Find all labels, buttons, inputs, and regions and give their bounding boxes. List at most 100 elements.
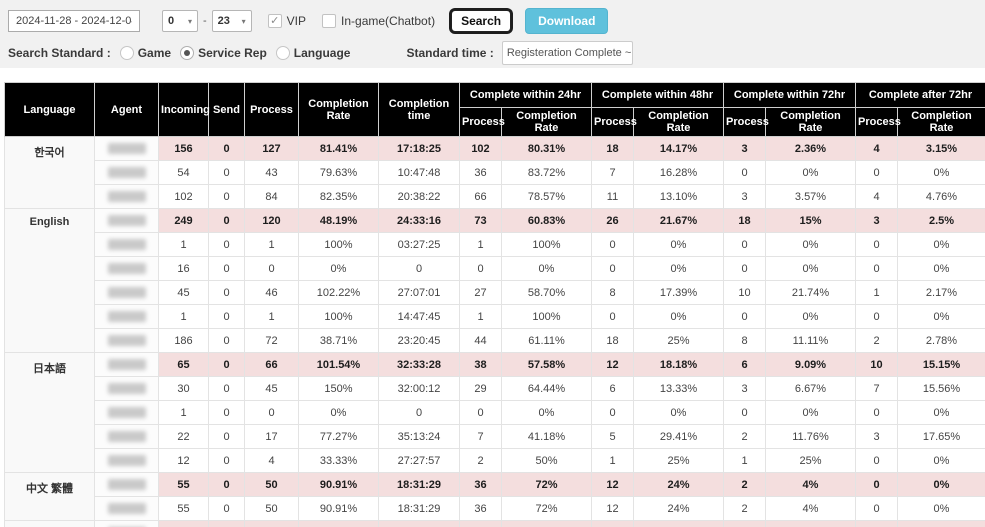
- data-cell: 7: [855, 376, 898, 401]
- data-cell: 61.11%: [501, 328, 592, 353]
- radio-off-icon[interactable]: [119, 46, 134, 60]
- data-cell: 24%: [633, 496, 724, 521]
- data-cell: 3.57%: [765, 184, 856, 209]
- data-cell: 8: [723, 328, 766, 353]
- data-cell: 0: [855, 496, 898, 521]
- data-cell: 55: [158, 496, 209, 521]
- radio-off-icon[interactable]: [275, 46, 290, 60]
- data-cell: 73: [459, 208, 502, 233]
- language-cell: 日本語: [4, 352, 95, 473]
- language-cell: 中文 繁體: [4, 472, 95, 521]
- hour-from-select[interactable]: 0 ▾: [162, 10, 198, 32]
- data-cell: 0: [855, 160, 898, 185]
- data-cell: [723, 520, 766, 527]
- data-cell: 0: [723, 400, 766, 425]
- group-header-complete-within-24hr: Complete within 24hr: [459, 82, 592, 108]
- data-cell: 41.18%: [501, 424, 592, 449]
- data-cell: 9.09%: [765, 352, 856, 377]
- data-cell: 102: [459, 136, 502, 161]
- agent-cell: [94, 520, 159, 527]
- language-cell: [4, 520, 95, 527]
- data-cell: 0%: [501, 400, 592, 425]
- search-button[interactable]: Search: [451, 10, 512, 32]
- agent-cell: [94, 208, 159, 233]
- data-cell: 0%: [298, 256, 379, 281]
- data-cell: 27:07:01: [378, 280, 460, 305]
- data-cell: 6.67%: [765, 376, 856, 401]
- data-cell: 24:33:16: [378, 208, 460, 233]
- data-cell: 15.56%: [897, 376, 985, 401]
- radio-language-label: Language: [293, 46, 351, 60]
- radio-language[interactable]: Language: [275, 46, 351, 60]
- checkbox-checked-icon[interactable]: ✓: [267, 14, 282, 28]
- agent-cell: [94, 304, 159, 329]
- radio-game[interactable]: Game: [119, 46, 171, 60]
- data-cell: 0%: [633, 256, 724, 281]
- data-cell: 0%: [765, 160, 856, 185]
- standard-time-label: Standard time :: [406, 46, 494, 60]
- data-cell: 18: [591, 328, 634, 353]
- table-row: English 249 0 120 48.19% 24:33:16 73 60.83% 26 21…: [4, 208, 985, 353]
- ingame-chatbot-label: In-game(Chatbot): [341, 14, 436, 28]
- col-header-completion-time: Completion time: [378, 82, 460, 137]
- data-cell: 150%: [298, 376, 379, 401]
- data-cell: 45: [158, 280, 209, 305]
- table-row: 102 0 84 82.35% 20:38:22 66 78.57% 11 13.10% 3 3.5…: [5, 184, 985, 209]
- data-cell: 3: [723, 136, 766, 161]
- data-cell: 1: [158, 232, 209, 257]
- data-cell: 0%: [897, 160, 985, 185]
- table-row: 한국어 156 0 127 81.41% 17:18:25 102 80.31% 18 14.17…: [4, 136, 985, 209]
- table-row: 1 0 0 0% 0 0 0% 0 0% 0 0% 0 0%: [5, 400, 985, 425]
- data-cell: [855, 520, 898, 527]
- radio-service-rep[interactable]: Service Rep: [180, 46, 267, 60]
- sub-header-complete-after-72hr-completion-rate: Completion Rate: [897, 107, 985, 137]
- data-cell: 25%: [765, 448, 856, 473]
- checkbox-unchecked-icon[interactable]: [322, 14, 337, 28]
- radio-on-icon[interactable]: [180, 46, 195, 60]
- data-cell: 25%: [633, 448, 724, 473]
- data-cell: 0: [855, 448, 898, 473]
- data-cell: 2.78%: [897, 328, 985, 353]
- sub-header-complete-within-24hr-completion-rate: Completion Rate: [501, 107, 592, 137]
- language-cell: English: [4, 208, 95, 353]
- col-header-process: Process: [244, 82, 299, 137]
- data-cell: [298, 520, 379, 527]
- data-cell: 2: [723, 472, 766, 497]
- data-cell: 0%: [633, 232, 724, 257]
- agent-cell: [94, 328, 159, 353]
- ingame-chatbot-checkbox[interactable]: In-game(Chatbot): [322, 14, 435, 28]
- data-cell: 1: [459, 304, 502, 329]
- agent-cell: [94, 256, 159, 281]
- data-cell: 15%: [765, 208, 856, 233]
- data-cell: 0%: [298, 400, 379, 425]
- agent-name-redacted: [107, 455, 146, 466]
- data-cell: 0: [591, 232, 634, 257]
- data-cell: [897, 520, 985, 527]
- data-cell: 27:27:57: [378, 448, 460, 473]
- data-cell: 16.28%: [633, 160, 724, 185]
- data-cell: 0: [723, 160, 766, 185]
- data-cell: 0: [723, 304, 766, 329]
- data-cell: 2: [723, 424, 766, 449]
- standard-time-select[interactable]: Registeration Complete ~ Cer: [501, 41, 633, 65]
- data-cell: 15.15%: [897, 352, 985, 377]
- data-cell: [501, 520, 592, 527]
- data-cell: 10: [855, 352, 898, 377]
- sub-header-complete-within-72hr-process: Process: [723, 107, 769, 137]
- date-range-input[interactable]: [8, 10, 140, 32]
- agent-name-redacted: [107, 239, 146, 250]
- data-cell: 12: [591, 472, 634, 497]
- hour-range-dash: -: [203, 15, 207, 27]
- table-row: 12 0 4 33.33% 27:27:57 2 50% 1 25% 1 25% 0 0%: [5, 448, 985, 473]
- vip-checkbox[interactable]: ✓ VIP: [267, 14, 306, 28]
- download-button[interactable]: Download: [525, 8, 609, 34]
- data-cell: 0: [208, 304, 245, 329]
- hour-to-value: 23: [217, 15, 230, 27]
- group-header-complete-within-48hr: Complete within 48hr: [591, 82, 724, 108]
- hour-to-select[interactable]: 23 ▾: [211, 10, 252, 32]
- chevron-down-icon: ▾: [187, 16, 192, 26]
- data-cell: 22: [158, 424, 209, 449]
- data-cell: 0: [459, 256, 502, 281]
- data-cell: 21.74%: [765, 280, 856, 305]
- data-cell: 2.36%: [765, 136, 856, 161]
